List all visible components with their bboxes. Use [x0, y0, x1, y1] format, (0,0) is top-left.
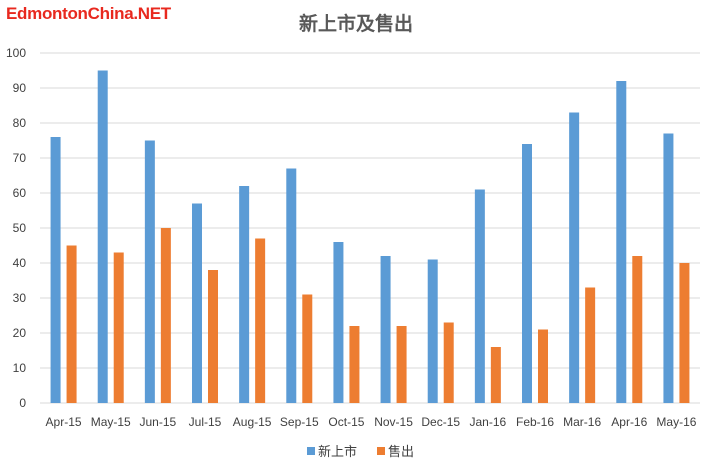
y-tick-label: 60: [13, 186, 27, 200]
bar-series2: [538, 329, 548, 403]
bar-series1: [333, 242, 344, 403]
y-tick-label: 80: [13, 116, 27, 130]
x-tick-label: Sep-15: [280, 415, 319, 429]
gridlines: [40, 52, 700, 404]
bar-series2: [66, 245, 77, 403]
bars: [50, 70, 690, 403]
legend-label: 售出: [388, 444, 414, 459]
x-axis-ticks: Apr-15 May-15 Jun-15 Jul-15 Aug-15 Sep-15 Oct-…: [46, 415, 697, 429]
x-tick-label: Apr-16: [611, 415, 647, 429]
bar-series1: [569, 112, 580, 403]
bar-series1: [663, 133, 674, 403]
bar-series1: [427, 259, 438, 403]
legend-swatch: [377, 447, 385, 455]
bar-series2: [679, 263, 690, 403]
y-tick-label: 90: [13, 81, 27, 95]
chart-title: 新上市及售出: [299, 12, 413, 35]
bar-series1: [50, 137, 61, 403]
x-tick-label: May-15: [91, 415, 131, 429]
y-tick-label: 20: [13, 326, 27, 340]
legend: 新上市 售出: [307, 444, 414, 459]
bar-series1: [286, 168, 297, 403]
x-tick-label: Feb-16: [516, 415, 554, 429]
bar-series2: [160, 228, 171, 403]
y-axis-ticks: 0 10 20 30 40 50 60 70 80 90 100: [6, 46, 26, 410]
y-tick-label: 30: [13, 291, 27, 305]
bar-series2: [113, 252, 124, 403]
x-tick-label: Oct-15: [328, 415, 364, 429]
bar-series2: [443, 322, 454, 403]
x-tick-label: May-16: [656, 415, 696, 429]
bar-series2: [302, 294, 313, 403]
x-tick-label: Mar-16: [563, 415, 601, 429]
x-tick-label: Jan-16: [470, 415, 507, 429]
bar-series2: [396, 326, 407, 403]
bar-series2: [208, 270, 218, 403]
x-tick-label: Nov-15: [374, 415, 413, 429]
bar-series2: [490, 347, 501, 403]
legend-label: 新上市: [318, 444, 357, 459]
bar-series2: [632, 256, 643, 403]
bar-series1: [239, 186, 250, 403]
y-tick-label: 10: [13, 361, 27, 375]
bar-series1: [144, 140, 155, 403]
bar-series1: [522, 144, 532, 403]
x-tick-label: Jun-15: [140, 415, 177, 429]
y-tick-label: 100: [6, 46, 26, 60]
bar-series1: [97, 70, 108, 403]
bar-series2: [255, 238, 266, 403]
x-tick-label: Dec-15: [421, 415, 460, 429]
y-tick-label: 50: [13, 221, 27, 235]
bar-series2: [349, 326, 360, 403]
bar-series1: [474, 189, 485, 403]
x-tick-label: Apr-15: [46, 415, 82, 429]
y-tick-label: 70: [13, 151, 27, 165]
y-tick-label: 0: [19, 396, 26, 410]
bar-series1: [380, 256, 391, 403]
bar-series1: [616, 81, 627, 403]
x-tick-label: Aug-15: [233, 415, 272, 429]
bar-series2: [585, 287, 596, 403]
y-tick-label: 40: [13, 256, 27, 270]
bar-series1: [192, 203, 202, 403]
watermark-logo: EdmontonChina.NET: [6, 4, 171, 23]
legend-swatch: [307, 447, 315, 455]
x-tick-label: Jul-15: [189, 415, 222, 429]
